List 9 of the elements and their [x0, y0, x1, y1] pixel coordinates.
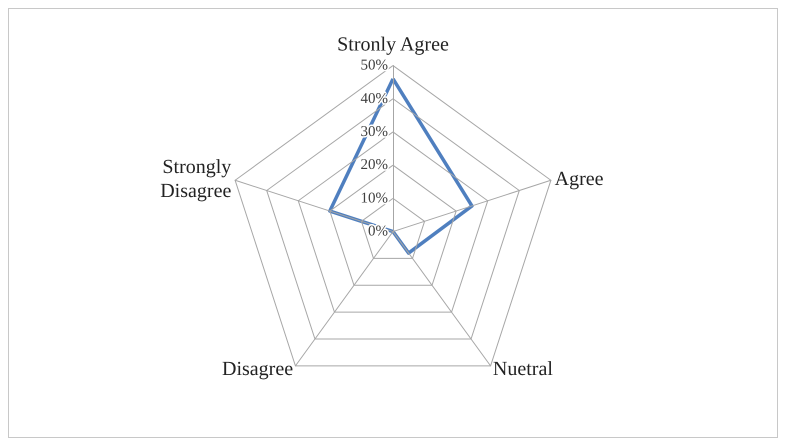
spoke-label: Strongly Disagree — [160, 156, 232, 202]
spoke-label: Agree — [554, 168, 604, 190]
spoke-label: Stronly Agree — [337, 34, 449, 56]
spoke-label: Disagree — [222, 358, 294, 380]
y-tick-label: 20% — [360, 157, 388, 174]
y-tick-label: 10% — [360, 190, 388, 206]
spoke-label: Nuetral — [492, 358, 554, 380]
y-tick-label: 50% — [360, 58, 388, 74]
y-tick-label: 0% — [368, 224, 388, 240]
